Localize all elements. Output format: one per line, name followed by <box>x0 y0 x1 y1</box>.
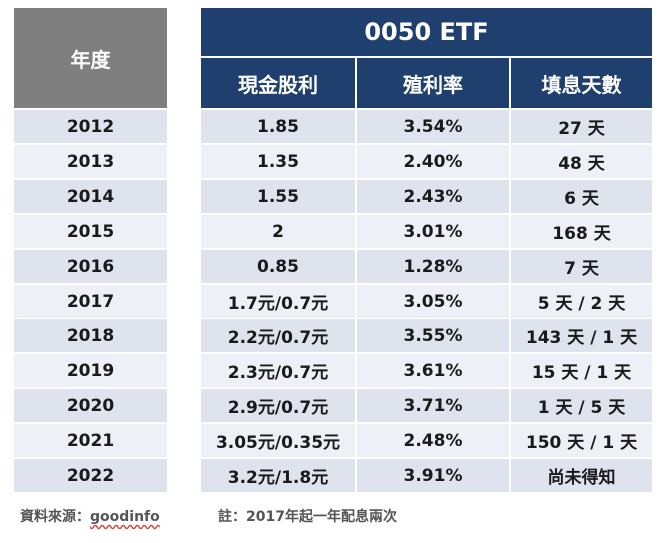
cell-fill-days: 168 天 <box>511 215 652 248</box>
cell-yield: 3.61% <box>357 354 509 387</box>
cell-year: 2014 <box>14 180 167 213</box>
cell-fill-days: 15 天 / 1 天 <box>511 354 652 387</box>
table-title: 0050 ETF <box>201 8 652 56</box>
cell-year: 2022 <box>14 459 167 492</box>
cell-yield: 3.01% <box>357 215 509 248</box>
year-header: 年度 <box>14 8 167 108</box>
cell-yield: 2.40% <box>357 145 509 178</box>
source-link[interactable]: goodinfo <box>90 509 160 525</box>
cell-cash-dividend: 3.05元/0.35元 <box>201 424 355 457</box>
cell-fill-days: 6 天 <box>511 180 652 213</box>
cell-fill-days: 7 天 <box>511 250 652 283</box>
column-header-fill-days: 填息天數 <box>511 58 652 108</box>
cell-fill-days: 5 天 / 2 天 <box>511 285 652 318</box>
cell-yield: 3.55% <box>357 319 509 352</box>
cell-cash-dividend: 3.2元/1.8元 <box>201 459 355 492</box>
cell-year: 2019 <box>14 354 167 387</box>
cell-year: 2021 <box>14 424 167 457</box>
cell-fill-days: 27 天 <box>511 110 652 143</box>
cell-fill-days: 尚未得知 <box>511 459 652 492</box>
cell-year: 2012 <box>14 110 167 143</box>
cell-fill-days: 1 天 / 5 天 <box>511 389 652 422</box>
cell-cash-dividend: 0.85 <box>201 250 355 283</box>
cell-yield: 3.71% <box>357 389 509 422</box>
cell-yield: 2.48% <box>357 424 509 457</box>
footnote: 註：2017年起一年配息兩次 <box>218 509 397 525</box>
cell-yield: 3.54% <box>357 110 509 143</box>
cell-year: 2013 <box>14 145 167 178</box>
cell-yield: 2.43% <box>357 180 509 213</box>
cell-fill-days: 143 天 / 1 天 <box>511 319 652 352</box>
cell-year: 2016 <box>14 250 167 283</box>
column-header-cash-dividend: 現金股利 <box>201 58 355 108</box>
cell-yield: 3.91% <box>357 459 509 492</box>
cell-cash-dividend: 1.35 <box>201 145 355 178</box>
cell-fill-days: 150 天 / 1 天 <box>511 424 652 457</box>
cell-cash-dividend: 2.3元/0.7元 <box>201 354 355 387</box>
column-header-yield: 殖利率 <box>357 58 509 108</box>
cell-cash-dividend: 2.9元/0.7元 <box>201 389 355 422</box>
cell-fill-days: 48 天 <box>511 145 652 178</box>
cell-cash-dividend: 1.55 <box>201 180 355 213</box>
cell-year: 2015 <box>14 215 167 248</box>
cell-cash-dividend: 1.7元/0.7元 <box>201 285 355 318</box>
cell-year: 2018 <box>14 319 167 352</box>
cell-year: 2020 <box>14 389 167 422</box>
cell-cash-dividend: 2.2元/0.7元 <box>201 319 355 352</box>
cell-cash-dividend: 2 <box>201 215 355 248</box>
source-note: 資料來源：goodinfo <box>20 506 160 526</box>
cell-yield: 3.05% <box>357 285 509 318</box>
source-label: 資料來源： <box>20 509 90 525</box>
cell-year: 2017 <box>14 285 167 318</box>
cell-cash-dividend: 1.85 <box>201 110 355 143</box>
cell-yield: 1.28% <box>357 250 509 283</box>
